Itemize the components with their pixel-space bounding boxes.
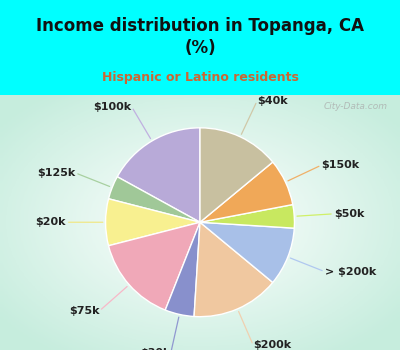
Text: $75k: $75k (69, 306, 99, 316)
Text: $125k: $125k (37, 168, 75, 178)
Text: $20k: $20k (35, 217, 66, 227)
Wedge shape (117, 128, 200, 222)
Text: $200k: $200k (253, 341, 292, 350)
Wedge shape (108, 222, 200, 310)
Wedge shape (108, 177, 200, 222)
Text: $50k: $50k (334, 209, 364, 219)
Wedge shape (200, 204, 294, 228)
Text: $40k: $40k (257, 96, 288, 106)
Text: $100k: $100k (94, 102, 132, 112)
Wedge shape (106, 199, 200, 246)
Text: City-Data.com: City-Data.com (324, 102, 388, 111)
Wedge shape (165, 222, 200, 316)
Text: > $200k: > $200k (325, 267, 376, 276)
Wedge shape (200, 128, 273, 222)
Text: Hispanic or Latino residents: Hispanic or Latino residents (102, 71, 298, 84)
Wedge shape (200, 222, 294, 282)
Text: $30k: $30k (140, 348, 171, 350)
Wedge shape (194, 222, 273, 317)
Text: Income distribution in Topanga, CA
(%): Income distribution in Topanga, CA (%) (36, 17, 364, 57)
Text: $150k: $150k (322, 160, 360, 170)
Wedge shape (200, 162, 293, 222)
